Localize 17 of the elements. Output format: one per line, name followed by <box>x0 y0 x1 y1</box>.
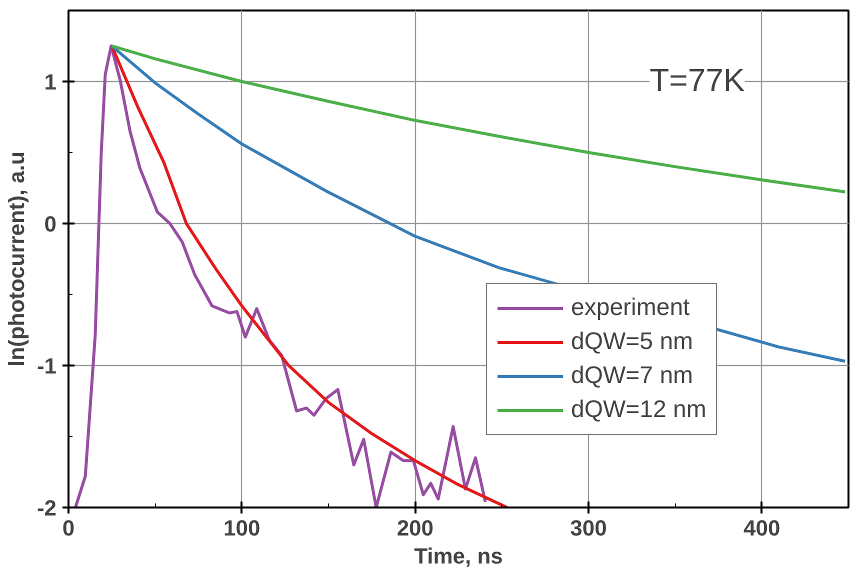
y-tick-label: -2 <box>36 496 56 520</box>
y-axis-title: ln(photocurrent), a.u <box>4 151 29 367</box>
line-series <box>110 44 847 194</box>
y-tick-label: -1 <box>36 354 56 378</box>
y-tick-label: 0 <box>44 212 57 236</box>
annotation: T=77K <box>650 62 745 98</box>
x-tick-label: 400 <box>743 516 780 540</box>
x-tick-label: 100 <box>223 516 260 540</box>
legend-label: experiment <box>571 294 690 322</box>
legend-label: dQW=7 nm <box>571 362 694 390</box>
x-tick-label: 300 <box>570 516 607 540</box>
legend-label: dQW=12 nm <box>571 396 706 424</box>
y-tick-label: 1 <box>44 70 57 94</box>
x-axis-title: Time, ns <box>414 544 503 568</box>
x-tick-label: 0 <box>62 516 75 540</box>
legend-label: dQW=5 nm <box>571 328 694 356</box>
x-tick-label: 200 <box>396 516 434 540</box>
